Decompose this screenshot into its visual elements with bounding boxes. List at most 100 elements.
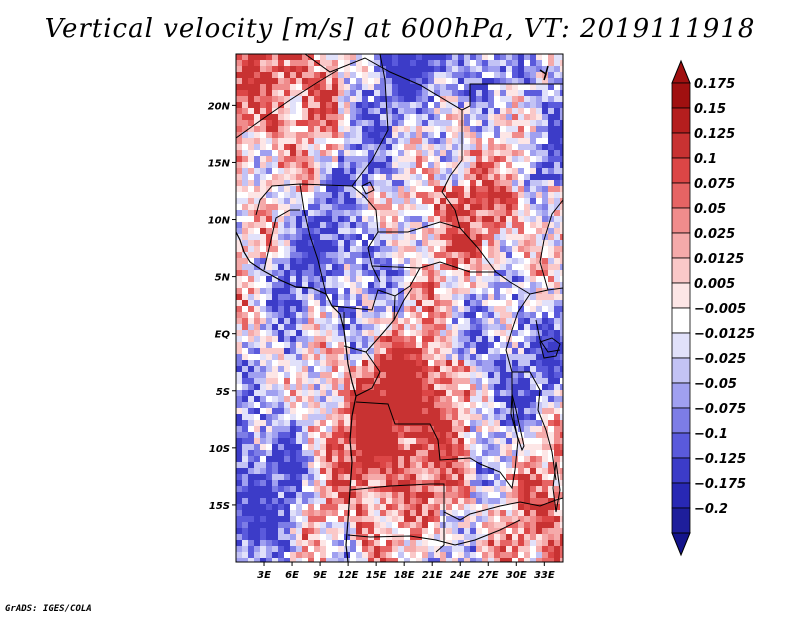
field-cell <box>320 546 327 553</box>
field-cell <box>452 222 459 229</box>
field-cell <box>560 270 563 277</box>
field-cell <box>338 408 345 415</box>
field-cell <box>548 306 555 313</box>
colorbar-swatch <box>671 157 691 184</box>
field-cell <box>428 72 435 79</box>
field-cell <box>530 222 537 229</box>
field-cell <box>404 504 411 511</box>
field-cell <box>560 456 563 463</box>
field-cell <box>278 54 285 61</box>
field-cell <box>302 438 309 445</box>
field-cell <box>416 378 423 385</box>
field-cell <box>488 258 495 265</box>
field-cell <box>434 534 441 541</box>
field-cell <box>338 150 345 157</box>
field-cell <box>398 240 405 247</box>
field-cell <box>464 474 471 481</box>
field-cell <box>344 228 351 235</box>
field-cell <box>260 240 267 247</box>
field-cell <box>242 294 249 301</box>
field-cell <box>284 372 291 379</box>
field-cell <box>242 510 249 517</box>
field-cell <box>344 54 351 61</box>
field-cell <box>314 480 321 487</box>
field-cell <box>254 174 261 181</box>
field-cell <box>536 240 543 247</box>
field-cell <box>332 108 339 115</box>
field-cell <box>434 66 441 73</box>
field-cell <box>458 324 465 331</box>
field-cell <box>464 444 471 451</box>
field-cell <box>506 372 513 379</box>
field-cell <box>254 96 261 103</box>
field-cell <box>482 360 489 367</box>
field-cell <box>470 528 477 535</box>
field-cell <box>272 174 279 181</box>
field-cell <box>296 60 303 67</box>
field-cell <box>422 324 429 331</box>
field-cell <box>344 186 351 193</box>
field-cell <box>518 156 525 163</box>
field-cell <box>428 432 435 439</box>
field-cell <box>548 408 555 415</box>
field-cell <box>398 234 405 241</box>
field-cell <box>374 84 381 91</box>
field-cell <box>434 540 441 547</box>
field-cell <box>278 336 285 343</box>
field-cell <box>428 288 435 295</box>
field-cell <box>470 354 477 361</box>
field-cell <box>392 282 399 289</box>
field-cell <box>302 300 309 307</box>
field-cell <box>464 318 471 325</box>
field-cell <box>488 282 495 289</box>
field-cell <box>500 516 507 523</box>
field-cell <box>356 498 363 505</box>
field-cell <box>338 132 345 139</box>
field-cell <box>506 246 513 253</box>
field-cell <box>464 258 471 265</box>
field-cell <box>248 468 255 475</box>
field-cell <box>470 474 477 481</box>
field-cell <box>512 72 519 79</box>
field-cell <box>386 174 393 181</box>
field-cell <box>368 528 375 535</box>
field-cell <box>266 498 273 505</box>
field-cell <box>344 282 351 289</box>
field-cell <box>314 510 321 517</box>
field-cell <box>476 408 483 415</box>
field-cell <box>542 480 549 487</box>
field-cell <box>260 438 267 445</box>
field-cell <box>380 318 387 325</box>
field-cell <box>506 540 513 547</box>
field-cell <box>260 366 267 373</box>
field-cell <box>266 462 273 469</box>
field-cell <box>494 402 501 409</box>
field-cell <box>548 522 555 529</box>
field-cell <box>410 540 417 547</box>
field-cell <box>428 300 435 307</box>
field-cell <box>320 246 327 253</box>
field-cell <box>398 120 405 127</box>
field-cell <box>326 540 333 547</box>
field-cell <box>422 288 429 295</box>
field-cell <box>476 258 483 265</box>
field-cell <box>398 108 405 115</box>
field-cell <box>314 132 321 139</box>
field-cell <box>278 288 285 295</box>
field-cell <box>518 282 525 289</box>
field-cell <box>428 396 435 403</box>
field-cell <box>284 126 291 133</box>
field-cell <box>410 438 417 445</box>
field-cell <box>404 156 411 163</box>
field-cell <box>242 54 249 61</box>
field-cell <box>506 144 513 151</box>
field-cell <box>260 102 267 109</box>
field-cell <box>380 522 387 529</box>
field-cell <box>260 432 267 439</box>
field-cell <box>236 90 243 97</box>
field-cell <box>554 432 561 439</box>
field-cell <box>278 210 285 217</box>
field-cell <box>392 90 399 97</box>
field-cell <box>308 228 315 235</box>
